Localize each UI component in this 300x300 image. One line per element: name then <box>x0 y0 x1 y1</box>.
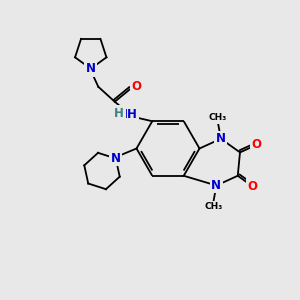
Text: O: O <box>132 80 142 93</box>
Text: N: N <box>111 152 121 165</box>
Text: H: H <box>114 106 124 120</box>
Text: CH₃: CH₃ <box>209 113 227 122</box>
Text: N: N <box>86 62 96 75</box>
Text: O: O <box>251 138 261 152</box>
Text: N: N <box>212 179 221 192</box>
Text: O: O <box>248 180 257 193</box>
Text: NH: NH <box>117 108 137 121</box>
Text: CH₃: CH₃ <box>204 202 223 211</box>
Text: N: N <box>216 132 226 145</box>
